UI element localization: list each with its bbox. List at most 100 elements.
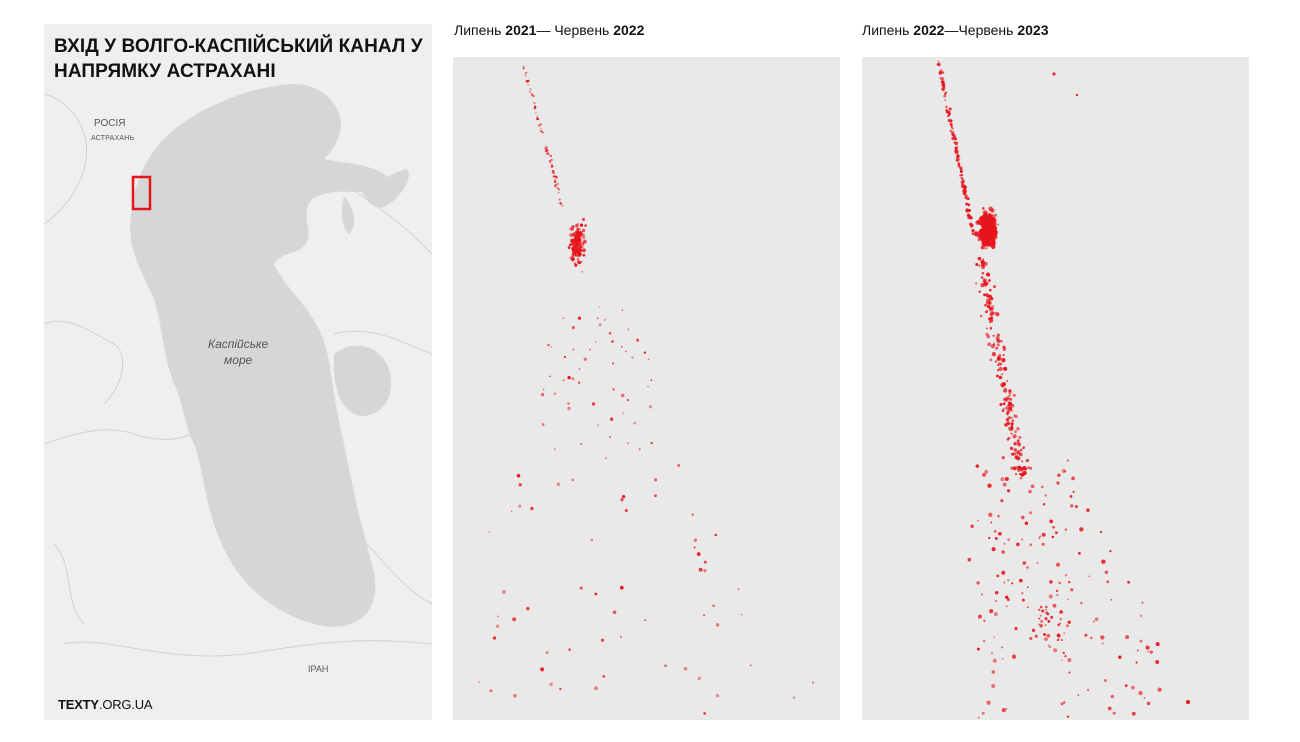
ship-position-dot: [947, 114, 950, 118]
ship-position-dot: [1124, 684, 1128, 688]
ship-position-dot: [737, 588, 740, 590]
ship-position-dot: [547, 343, 550, 347]
ship-position-dot: [530, 506, 534, 511]
ship-position-dot: [677, 464, 681, 467]
ship-position-dot: [621, 309, 624, 312]
ship-position-dot: [654, 494, 657, 498]
ship-position-dot: [612, 388, 615, 391]
ship-position-dot: [990, 222, 993, 225]
ship-position-dot: [541, 423, 545, 426]
ship-position-dot: [977, 716, 980, 719]
ship-position-dot: [1044, 494, 1047, 497]
ship-position-dot: [957, 160, 960, 163]
ship-position-dot: [540, 667, 545, 672]
ship-position-dot: [979, 218, 983, 222]
ship-position-dot: [571, 478, 574, 482]
ship-position-dot: [1044, 637, 1048, 641]
ship-position-dot: [1016, 450, 1021, 455]
ship-position-dot: [524, 73, 526, 75]
ship-position-dot: [594, 686, 598, 691]
ship-position-dot: [982, 218, 985, 221]
ship-position-dot: [1049, 580, 1053, 584]
ship-position-dot: [596, 317, 599, 320]
ship-position-dot: [1049, 519, 1054, 524]
ship-position-dot: [992, 334, 995, 337]
ship-position-dot: [1043, 632, 1047, 637]
ship-position-dot: [650, 441, 653, 445]
ship-position-dot: [993, 342, 996, 345]
ship-position-dot: [582, 235, 586, 240]
ship-position-dot: [991, 684, 996, 688]
ship-position-dot: [602, 675, 606, 678]
ship-position-dot: [620, 498, 624, 502]
ship-position-dot: [1025, 458, 1030, 463]
ship-position-dot: [531, 95, 533, 97]
ship-position-dot: [985, 236, 991, 242]
ship-position-dot: [1039, 535, 1042, 538]
ship-position-dot: [575, 223, 579, 228]
texty-logo[interactable]: TEXTY.ORG.UA: [58, 697, 153, 712]
ship-position-dot: [1058, 581, 1062, 585]
ship-position-dot: [703, 712, 707, 715]
ship-position-dot: [1037, 623, 1040, 626]
ship-position-dot: [1055, 589, 1059, 593]
period-separator: — Червень: [536, 22, 614, 38]
ship-position-dot: [973, 231, 979, 237]
ship-position-dot: [1024, 521, 1029, 526]
ship-position-dot: [955, 159, 958, 162]
ship-position-dot: [1014, 626, 1018, 631]
ship-position-dot: [540, 392, 545, 397]
ship-position-dot: [1008, 406, 1013, 411]
ship-position-dot: [988, 206, 994, 212]
ship-position-dot: [740, 613, 743, 616]
ship-position-dot: [1046, 633, 1051, 638]
ship-position-dot: [570, 234, 574, 238]
ship-position-dot: [569, 227, 572, 230]
ship-position-dot: [495, 624, 500, 628]
ship-position-dot: [579, 244, 584, 249]
ship-position-dot: [1041, 542, 1045, 546]
ship-position-dot: [986, 700, 991, 705]
label-sea-line2: море: [224, 353, 253, 367]
ship-position-dot: [1003, 581, 1006, 584]
ship-position-dot: [590, 538, 594, 542]
ship-position-dot: [1018, 435, 1022, 439]
ship-position-dot: [977, 519, 980, 522]
ship-position-dot: [1044, 624, 1047, 627]
ship-position-dot: [1010, 466, 1014, 470]
ship-position-dot: [574, 254, 578, 257]
ship-position-dot: [991, 240, 996, 245]
period-prefix: Липень: [454, 22, 506, 38]
ship-position-dot: [971, 232, 975, 236]
ship-position-dot: [572, 232, 575, 235]
ship-position-dot: [627, 328, 630, 331]
logo-bold: TEXTY: [58, 697, 99, 712]
ship-position-dot: [577, 316, 582, 320]
ship-position-dot: [1065, 624, 1069, 628]
ship-position-dot: [1139, 639, 1143, 643]
ship-position-dot: [976, 647, 980, 651]
ship-position-dot: [971, 229, 975, 233]
ship-position-dot: [1007, 397, 1010, 400]
ship-position-dot: [1041, 485, 1044, 489]
ship-position-dot: [605, 457, 607, 460]
ship-position-dot: [1068, 580, 1071, 584]
ship-position-dot: [1001, 657, 1004, 660]
ship-position-dot: [988, 232, 991, 235]
ship-position-dot: [1030, 484, 1035, 489]
ship-position-dot: [961, 177, 963, 179]
ship-position-dot: [1027, 466, 1030, 469]
ship-position-dot: [576, 228, 580, 232]
ship-position-dot: [546, 152, 549, 155]
ship-position-dot: [1016, 542, 1020, 547]
ship-position-dot: [600, 638, 605, 642]
ship-position-dot: [1050, 615, 1054, 619]
ship-position-dot: [1016, 456, 1021, 461]
label-astrakhan: АСТРАХАНЬ: [91, 135, 135, 142]
ship-position-dot: [951, 127, 954, 130]
ship-position-dot: [977, 614, 982, 619]
ship-position-dot: [992, 216, 996, 220]
ship-position-dot: [516, 473, 521, 478]
ship-position-dot: [1039, 625, 1043, 628]
ship-position-dot: [1064, 655, 1067, 658]
